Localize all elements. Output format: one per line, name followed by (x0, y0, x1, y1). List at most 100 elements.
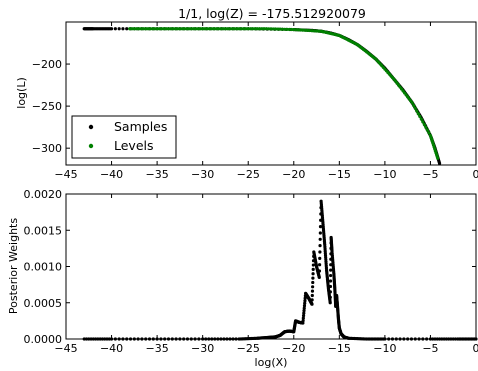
top-series-0-point (117, 27, 121, 31)
top-y-axis-label: log(L) (15, 77, 28, 108)
top-series-0-point (437, 161, 442, 165)
bottom-series-0-point (311, 280, 315, 285)
y-tick-label: 0.0020 (24, 188, 63, 201)
top-series-1-point (207, 27, 212, 31)
x-tick-label: −40 (100, 168, 123, 181)
bottom-series-0-point (318, 250, 322, 254)
top-series-1-point (278, 27, 282, 31)
bottom-y-axis-label: Posterior Weights (7, 218, 20, 314)
top-series-1-point (285, 27, 289, 31)
top-series-1-point (415, 109, 419, 113)
top-series-1-point (299, 28, 303, 32)
top-series-1-point (180, 27, 184, 31)
bottom-series-0-point (301, 316, 305, 320)
top-series-1-point (267, 27, 271, 31)
top-series-1-point (182, 27, 187, 31)
top-series-1-point (258, 27, 262, 31)
top-series-1-point (162, 27, 166, 31)
y-tick-label: 0.0005 (24, 297, 63, 310)
top-series-1-point (253, 27, 257, 31)
top-series-1-point (148, 27, 152, 31)
top-series-1-point (287, 27, 291, 32)
bottom-series-0-point (328, 279, 333, 283)
top-series-1-point (413, 106, 417, 110)
top-series-1-point (221, 27, 225, 31)
top-series-1-point (187, 27, 191, 31)
top-series-1-point (269, 27, 273, 31)
top-series-1-point (205, 27, 209, 31)
top-series-1-point (237, 27, 241, 31)
top-series-1-point (176, 27, 180, 31)
top-series-1-point (262, 27, 266, 31)
x-tick-label: −15 (328, 342, 351, 355)
top-series-1-point (135, 27, 139, 31)
x-tick-label: −15 (328, 168, 351, 181)
top-series-1-point (128, 27, 132, 31)
top-series-1-point (141, 27, 146, 31)
x-tick-label: −5 (422, 342, 438, 355)
top-series-1-point (157, 27, 161, 31)
top-series-1-point (169, 27, 173, 31)
bottom-series-0-point (310, 302, 314, 306)
top-series-1-point (283, 27, 287, 31)
top-series-1-point (198, 27, 202, 31)
bottom-x-axis-label: log(X) (255, 356, 288, 369)
top-series-1-point (244, 27, 248, 31)
top-subplot: 1/1, log(Z) = -175.512920079 −45 −40 −35 −3… (15, 6, 478, 181)
y-tick-label: −250 (32, 100, 62, 113)
top-series-1-point (317, 29, 321, 33)
top-series-1-point (271, 27, 275, 31)
top-series-1-point (251, 27, 255, 31)
top-series-1-point (239, 27, 243, 31)
top-series-1-point (212, 27, 216, 31)
bottom-subplot: −45 −40 −35 −30 −25 −20 −15 −10 −5 0 0.0000 0.0005… (7, 188, 478, 369)
bottom-series-0-point (328, 284, 333, 289)
top-series-1-point (296, 28, 300, 32)
bottom-plot-frame (65, 193, 477, 340)
top-series-1-point (132, 27, 136, 31)
top-series-1-point (255, 27, 259, 31)
legend-samples-marker (88, 124, 94, 130)
x-tick-label: −45 (54, 342, 77, 355)
x-tick-label: −35 (146, 342, 169, 355)
top-series-1-point (310, 29, 314, 33)
x-tick-label: −20 (282, 342, 305, 355)
top-series-1-point (201, 27, 205, 31)
top-series-1-point (246, 27, 250, 31)
top-series-1-point (219, 27, 223, 31)
bottom-series-0-point (311, 263, 315, 267)
top-series-1-point (422, 123, 426, 127)
bottom-series-0-point (303, 301, 307, 305)
y-tick-label: 0.0000 (24, 333, 63, 346)
x-tick-label: −30 (191, 168, 214, 181)
bottom-series-0-point (311, 272, 315, 276)
top-series-1-point (189, 27, 193, 31)
y-tick-label: 0.0015 (24, 224, 63, 237)
top-series-1-point (144, 27, 148, 31)
bottom-series-0-point (318, 225, 323, 229)
top-series-1-point (412, 103, 416, 108)
bottom-series-0-point (329, 263, 333, 267)
bottom-series-0-point (317, 269, 322, 273)
top-x-ticks: −45 −40 −35 −30 −25 −20 −15 −10 −5 0 (54, 22, 478, 181)
top-series-1-point (421, 120, 425, 124)
x-tick-label: −10 (373, 342, 396, 355)
top-series-1-point (418, 114, 422, 119)
top-series-1-point (228, 27, 232, 31)
bottom-series-0-point (310, 289, 315, 293)
legend-levels-marker (88, 143, 94, 149)
bottom-series-0-point (301, 318, 305, 323)
top-series-1-point (178, 27, 182, 31)
top-series-1-point (303, 28, 307, 32)
bottom-y-ticks: 0.0000 0.0005 0.0010 0.0015 0.0020 (24, 188, 476, 346)
bottom-plot-marks (82, 199, 478, 341)
top-series-1-point (312, 29, 316, 33)
bottom-series-0-point (301, 314, 306, 318)
top-series-1-point (410, 101, 414, 105)
x-tick-label: −30 (191, 342, 214, 355)
bottom-series-0-point (302, 306, 306, 310)
x-tick-label: 0 (473, 342, 478, 355)
top-series-1-point (294, 28, 298, 32)
x-tick-label: 0 (473, 168, 478, 181)
